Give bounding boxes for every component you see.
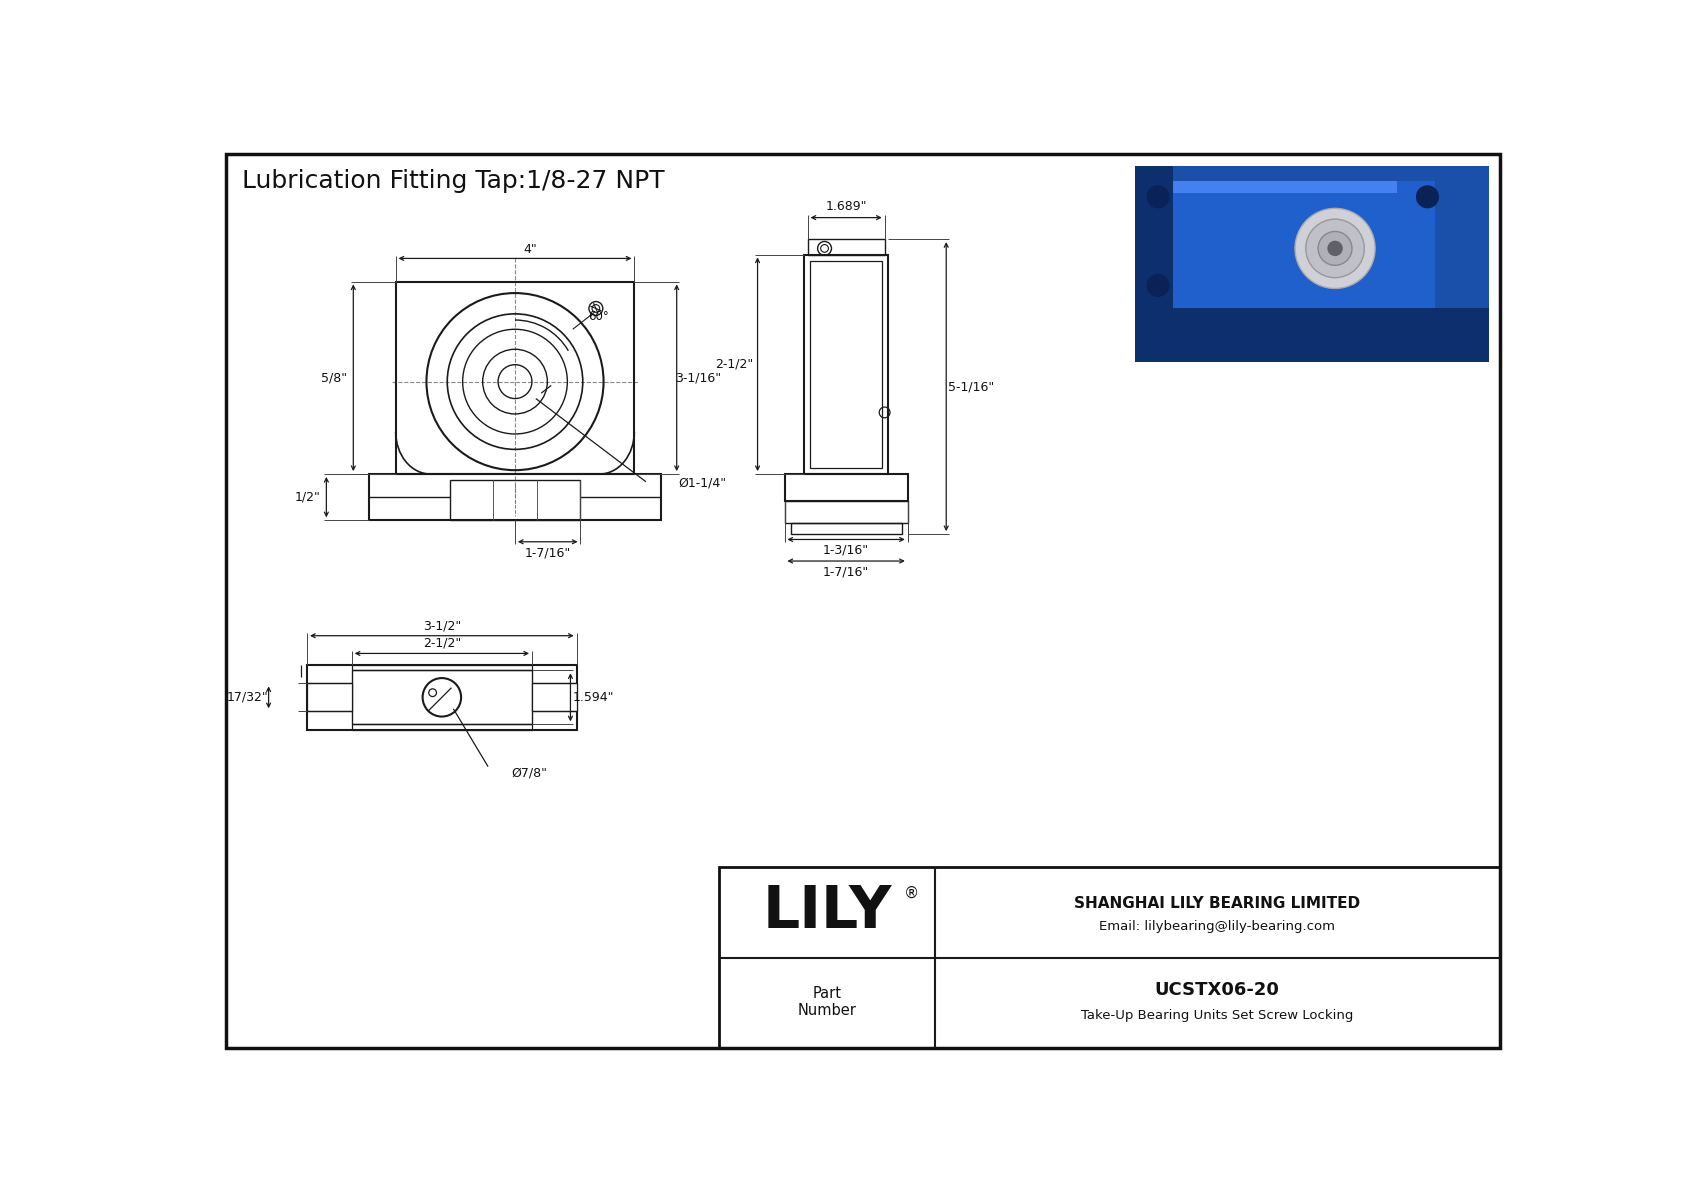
Text: UCSTX06-20: UCSTX06-20: [1155, 981, 1280, 999]
Text: ®: ®: [904, 886, 919, 902]
Bar: [1135, 166, 1489, 362]
Bar: [450, 480, 581, 520]
Text: Ø7/8": Ø7/8": [512, 766, 547, 779]
Text: 5-1/16": 5-1/16": [948, 380, 994, 393]
Circle shape: [1147, 274, 1169, 297]
Text: 4": 4": [524, 243, 537, 256]
Bar: [532, 684, 576, 711]
Text: 2-1/2": 2-1/2": [423, 637, 461, 650]
Bar: [1135, 166, 1174, 362]
Text: Lubrication Fitting Tap:1/8-27 NPT: Lubrication Fitting Tap:1/8-27 NPT: [242, 169, 663, 193]
Text: 1.594": 1.594": [573, 691, 615, 704]
Circle shape: [1295, 208, 1376, 288]
Bar: [791, 523, 901, 534]
Text: 1.689": 1.689": [825, 200, 867, 213]
Bar: [369, 474, 662, 520]
Circle shape: [1327, 241, 1342, 256]
Bar: [719, 867, 1500, 1048]
Bar: [396, 281, 635, 474]
Text: 60°: 60°: [588, 310, 610, 323]
Bar: [810, 261, 882, 468]
Circle shape: [1416, 186, 1440, 208]
Bar: [785, 474, 908, 501]
Circle shape: [1305, 219, 1364, 278]
Bar: [1174, 181, 1435, 316]
Text: 5/8": 5/8": [322, 372, 347, 385]
Text: LILY: LILY: [763, 883, 891, 940]
Text: 1-7/16": 1-7/16": [823, 566, 869, 579]
Text: 3-1/2": 3-1/2": [423, 619, 461, 632]
Bar: [306, 684, 352, 711]
Bar: [785, 501, 908, 523]
Bar: [803, 255, 889, 474]
Bar: [306, 665, 576, 730]
Bar: [352, 671, 532, 724]
Circle shape: [1147, 186, 1169, 208]
Text: Email: lilybearing@lily-bearing.com: Email: lilybearing@lily-bearing.com: [1100, 921, 1335, 934]
Bar: [352, 665, 532, 671]
Text: 17/32": 17/32": [226, 691, 268, 704]
Text: 1-7/16": 1-7/16": [525, 545, 571, 559]
Text: 2-1/2": 2-1/2": [716, 357, 753, 370]
Text: Take-Up Bearing Units Set Screw Locking: Take-Up Bearing Units Set Screw Locking: [1081, 1009, 1354, 1022]
Bar: [1135, 308, 1489, 362]
Circle shape: [1319, 231, 1352, 266]
Text: 3-1/16": 3-1/16": [675, 372, 721, 385]
Bar: [1174, 181, 1396, 193]
Text: 1-3/16": 1-3/16": [823, 544, 869, 556]
Text: Part
Number: Part Number: [798, 986, 855, 1018]
Bar: [808, 239, 884, 255]
Bar: [352, 724, 532, 730]
Text: 1/2": 1/2": [295, 491, 320, 504]
Text: SHANGHAI LILY BEARING LIMITED: SHANGHAI LILY BEARING LIMITED: [1074, 896, 1361, 911]
Text: Ø1-1/4": Ø1-1/4": [679, 476, 726, 490]
